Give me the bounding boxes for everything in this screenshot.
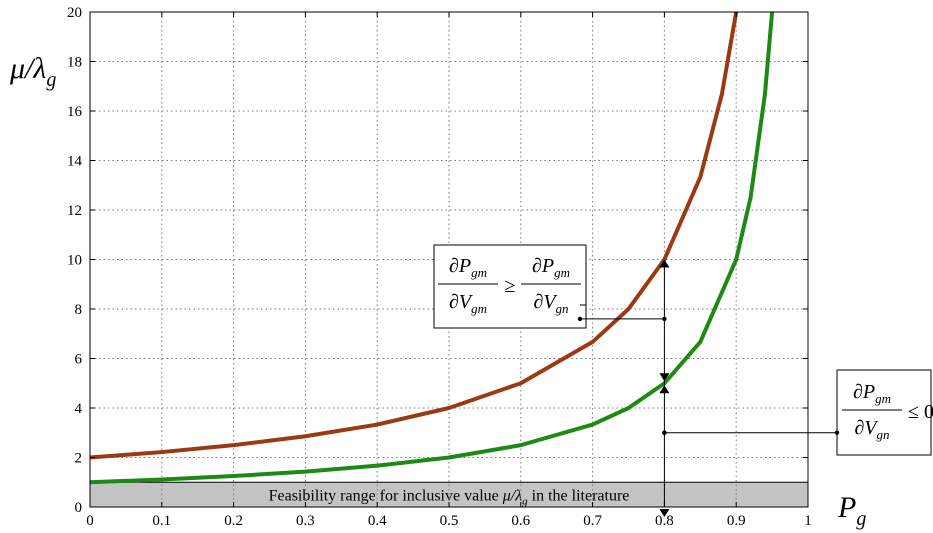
y-tick-label: 0	[75, 500, 83, 516]
label-layer: μ/λg Pg	[9, 52, 866, 530]
series-line-2	[89, 11, 775, 485]
x-tick-label: 0.8	[655, 513, 674, 529]
annotation-box-1-operator: ≥	[505, 275, 516, 297]
annotation-box-1-right-numerator: ∂Pgm	[532, 255, 570, 280]
x-tick-label: 0.1	[152, 513, 171, 529]
annotation-box-2-frame	[836, 369, 932, 456]
y-axis-label: μ/λg	[9, 52, 56, 91]
annotation-layer: ∂Pgm ∂Vgm ≥ ∂Pgm ∂Vgn ∂Pgm ∂Vgn ≤ 0	[433, 244, 933, 456]
feasibility-band-label: Feasibility range for inclusive value μ/…	[269, 488, 630, 508]
y-tick-label: 2	[75, 451, 83, 467]
annotation-box-1-left-numerator: ∂Pgm	[449, 255, 487, 280]
y-tick-label: 6	[75, 352, 83, 368]
tick-layer: 0 0.1 0.2 0.3 0.4 0.5 0.6 0.7 0.8 0.9 102468101214…	[67, 5, 812, 529]
curve-layer	[89, 11, 775, 485]
x-tick-label: 0.4	[368, 513, 387, 529]
annotation-box-1-pointer-dot	[577, 316, 583, 322]
annotation-box-2: ∂Pgm ∂Vgn ≤ 0	[662, 369, 933, 456]
arrowhead-mid-down	[659, 373, 670, 382]
series-line-1	[89, 11, 739, 460]
x-tick-label: 0	[86, 513, 94, 529]
y-tick-label: 10	[67, 253, 82, 269]
y-tick-label: 20	[67, 5, 82, 21]
y-tick-label: 12	[67, 203, 82, 219]
annotation-box-1: ∂Pgm ∂Vgm ≥ ∂Pgm ∂Vgn	[433, 244, 665, 329]
arrowhead-top	[659, 259, 670, 268]
annotation-box-2-operator: ≤ 0	[908, 401, 933, 423]
x-tick-label: 0.6	[511, 513, 530, 529]
x-tick-label: 1	[804, 513, 812, 529]
y-tick-label: 16	[67, 104, 83, 120]
x-tick-label: 0.5	[440, 513, 459, 529]
annotation-box-2-pointer-end	[834, 430, 840, 435]
x-axis-label: Pg	[837, 491, 866, 530]
y-tick-label: 14	[67, 154, 83, 170]
annotation-box-2-numerator: ∂Pgm	[853, 381, 891, 406]
annotation-box-1-right-denominator: ∂Vgn	[533, 291, 568, 316]
annotation-box-1-left-denominator: ∂Vgm	[449, 291, 487, 316]
x-tick-label: 0.9	[727, 513, 746, 529]
annotation-box-2-denominator: ∂Vgn	[854, 417, 889, 442]
annotation-box-1-frame	[433, 244, 587, 329]
arrowhead-bottom	[659, 509, 670, 517]
y-tick-label: 4	[75, 401, 83, 417]
y-tick-label: 18	[67, 55, 82, 71]
x-tick-label: 0.2	[224, 513, 243, 529]
x-tick-label: 0.7	[583, 513, 602, 529]
annotation-box-2-pointer-dot	[662, 430, 667, 435]
y-tick-label: 8	[75, 302, 83, 318]
arrowhead-mid-up	[659, 385, 670, 394]
x-tick-label: 0.3	[296, 513, 315, 529]
